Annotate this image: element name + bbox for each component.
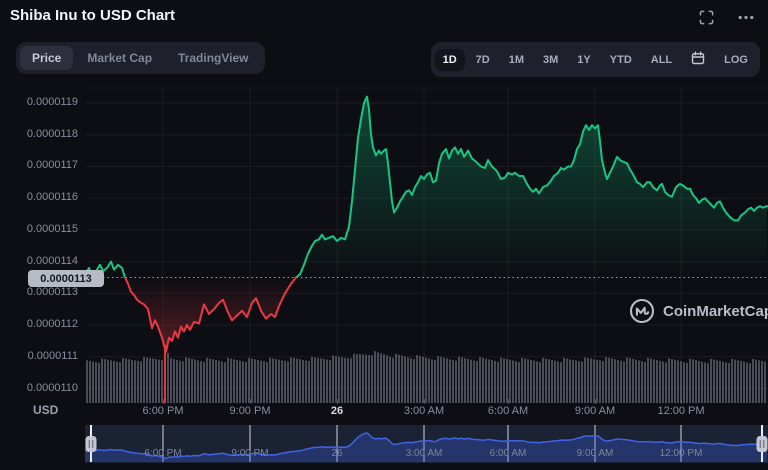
coinmarketcap-logo-icon xyxy=(629,298,655,324)
currency-unit-label: USD xyxy=(33,403,59,417)
range-buttons: 1D 7D 1M 3M 1Y YTD ALL xyxy=(434,48,681,71)
navigator-axis-label: 3:00 AM xyxy=(405,448,443,459)
range-ytd[interactable]: YTD xyxy=(602,49,640,71)
more-options-icon xyxy=(738,15,754,20)
y-axis-label: 0.0000117 xyxy=(26,159,78,172)
y-axis-label: 0.0000110 xyxy=(26,381,78,394)
navigator-left-handle[interactable] xyxy=(85,425,97,462)
y-axis-label: 0.0000114 xyxy=(26,254,78,267)
x-axis-label: 3:00 AM xyxy=(403,405,445,417)
x-axis-label: 6:00 AM xyxy=(487,405,529,417)
tab-tradingview[interactable]: TradingView xyxy=(166,46,260,70)
chart-type-tab-buttons: Price Market Cap TradingView xyxy=(20,46,261,70)
price-line xyxy=(85,95,768,353)
navigator-line xyxy=(84,432,768,460)
navigator[interactable] xyxy=(84,425,768,463)
navigator-axis-label: 12:00 PM xyxy=(659,448,703,459)
x-axis-label: 26 xyxy=(330,405,344,417)
current-price-badge: 0.0000113 xyxy=(28,270,104,287)
header-actions xyxy=(697,8,756,27)
navigator-area xyxy=(85,433,767,462)
range-7d[interactable]: 7D xyxy=(468,49,498,71)
range-1m[interactable]: 1M xyxy=(501,49,532,71)
more-options-button[interactable] xyxy=(736,8,756,27)
calendar-icon xyxy=(691,51,705,65)
y-axis-label: 0.0000119 xyxy=(26,96,78,109)
price-area-fills xyxy=(85,96,767,352)
range-1d[interactable]: 1D xyxy=(434,48,465,71)
x-axis-label: 9:00 AM xyxy=(574,405,616,417)
range-selector: 1D 7D 1M 3M 1Y YTD ALL LOG xyxy=(430,42,760,77)
y-axis-label: 0.0000113 xyxy=(26,286,78,299)
chart-type-tabs: Price Market Cap TradingView xyxy=(16,42,265,74)
y-axis-label: 0.0000111 xyxy=(27,349,78,362)
navigator-axis-label: 6:00 PM xyxy=(144,448,182,459)
calendar-button[interactable] xyxy=(683,46,713,73)
page-title: Shiba Inu to USD Chart xyxy=(10,7,175,24)
navigator-axis-label: 26 xyxy=(331,448,343,459)
x-axis-label: 9:00 PM xyxy=(229,405,271,417)
brand-watermark: CoinMarketCap xyxy=(629,298,768,324)
log-scale-toggle[interactable]: LOG xyxy=(716,49,756,71)
y-axis-label: 0.0000112 xyxy=(26,318,78,331)
x-axis-label: 12:00 PM xyxy=(657,405,705,417)
navigator-axis-label: 9:00 PM xyxy=(231,448,269,459)
volume-bars xyxy=(86,345,766,403)
x-axis-label: 6:00 PM xyxy=(142,405,184,417)
y-axis-label: 0.0000115 xyxy=(26,222,78,235)
navigator-right-handle[interactable] xyxy=(756,425,768,462)
y-axis-label: 0.0000116 xyxy=(26,191,78,204)
range-1y[interactable]: 1Y xyxy=(569,49,598,71)
tab-market-cap[interactable]: Market Cap xyxy=(75,46,164,70)
fullscreen-icon xyxy=(699,10,714,25)
y-axis-label: 0.0000118 xyxy=(26,127,78,140)
navigator-axis-label: 6:00 AM xyxy=(489,448,527,459)
brand-watermark-text: CoinMarketCap xyxy=(663,302,768,320)
navigator-axis-label: 9:00 AM xyxy=(576,448,614,459)
range-3m[interactable]: 3M xyxy=(535,49,566,71)
range-all[interactable]: ALL xyxy=(643,49,680,71)
tab-price[interactable]: Price xyxy=(20,46,74,70)
fullscreen-button[interactable] xyxy=(697,8,716,27)
